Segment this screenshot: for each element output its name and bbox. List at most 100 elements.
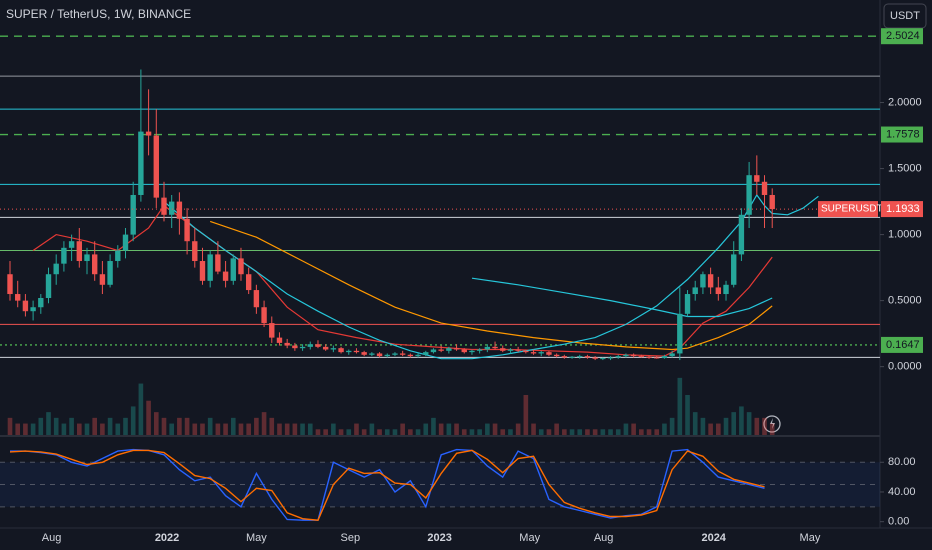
volume-bar [107, 417, 113, 435]
candle-body [623, 354, 629, 357]
candle-body [715, 287, 722, 295]
volume-bar [223, 423, 228, 435]
y-tick-label: 1.0000 [888, 229, 922, 241]
volume-bar [30, 423, 36, 435]
volume-bar [754, 417, 760, 435]
candle-body [654, 357, 660, 359]
candle-body [130, 194, 136, 235]
volume-bar [15, 423, 21, 435]
volume-bar [500, 429, 506, 435]
volume-bar [615, 429, 621, 435]
candle-body [292, 345, 298, 349]
candle-body [299, 346, 306, 349]
candle-body [707, 274, 714, 288]
volume-bar [61, 423, 67, 435]
volume-bar [477, 429, 482, 435]
volume-bar [685, 395, 690, 435]
candle-body [592, 357, 598, 359]
volume-bar [554, 423, 559, 435]
volume-bar [692, 412, 698, 435]
candle-body [446, 348, 452, 351]
candle-body [492, 346, 498, 349]
volume-bar [269, 417, 275, 435]
volume-bar [130, 406, 136, 435]
volume-bar [700, 417, 706, 435]
candle-body [700, 274, 706, 288]
candle-body [600, 358, 606, 360]
candle-body [677, 313, 683, 354]
volume-bar [238, 423, 244, 435]
candle-body [30, 307, 36, 312]
volume-bar [254, 417, 259, 435]
candle-body [145, 131, 152, 136]
volume-bar [346, 429, 352, 435]
volume-bar [123, 417, 128, 435]
volume-bar [177, 417, 182, 435]
candle-body [238, 258, 244, 275]
candle-body [423, 352, 429, 355]
volume-bar [515, 423, 521, 435]
candle-body [500, 348, 506, 351]
candle-body [245, 274, 252, 291]
volume-bar [331, 423, 336, 435]
moving-average [210, 220, 773, 351]
volume-bar [415, 429, 421, 435]
volume-bar [654, 429, 660, 435]
candle-body [222, 271, 229, 281]
candle-body [207, 254, 213, 281]
y-tick-label: 1.5000 [888, 162, 922, 174]
price-tag-label: 1.7578 [886, 128, 920, 140]
candle-body [669, 353, 675, 357]
candle-body [253, 290, 260, 308]
currency-label[interactable]: USDT [890, 10, 920, 22]
candle-body [369, 353, 375, 355]
volume-bar [538, 429, 544, 435]
volume-bar [485, 423, 490, 435]
candle-body [153, 135, 159, 198]
x-tick-label: 2023 [427, 532, 451, 544]
candle-body [692, 287, 698, 295]
candle-body [53, 263, 59, 275]
candle-body [577, 356, 583, 358]
candle-body [638, 356, 645, 358]
symbol-tag-label: SUPERUSDT [821, 204, 883, 215]
last-price-label: 1.1933 [886, 203, 920, 215]
volume-bar [377, 429, 382, 435]
candle-body [769, 194, 775, 210]
volume-bar [200, 423, 205, 435]
volume-bar [438, 423, 444, 435]
candle-body [430, 349, 437, 353]
moving-average [163, 193, 819, 360]
candle-body [61, 247, 67, 264]
candle-body [76, 241, 82, 262]
volume-bar [92, 417, 98, 435]
volume-bar [662, 423, 667, 435]
volume-bar [400, 423, 405, 435]
symbol-tag [818, 201, 878, 218]
volume-bar [600, 429, 606, 435]
volume-bar [623, 423, 629, 435]
candle-body [38, 297, 44, 308]
volume-bar [161, 417, 167, 435]
candle-body [22, 300, 29, 312]
x-tick-label: 2022 [155, 532, 179, 544]
volume-bar [315, 429, 321, 435]
candle-body [407, 354, 414, 357]
volume-bar [608, 429, 613, 435]
candle-body [176, 201, 183, 219]
volume-bar [338, 429, 344, 435]
candle-body [269, 323, 275, 338]
currency-button[interactable] [883, 3, 927, 29]
candle-body [122, 234, 129, 251]
x-tick-label: May [246, 532, 267, 544]
candle-body [561, 356, 568, 358]
volume-bar [739, 406, 744, 435]
candle-body [738, 214, 745, 255]
candle-body [192, 241, 198, 262]
volume-bar [408, 429, 413, 435]
replay-icon[interactable] [763, 415, 781, 433]
candle-body [507, 349, 514, 351]
candle-body [523, 350, 529, 353]
volume-bar [639, 429, 644, 435]
candle-body [230, 258, 236, 281]
